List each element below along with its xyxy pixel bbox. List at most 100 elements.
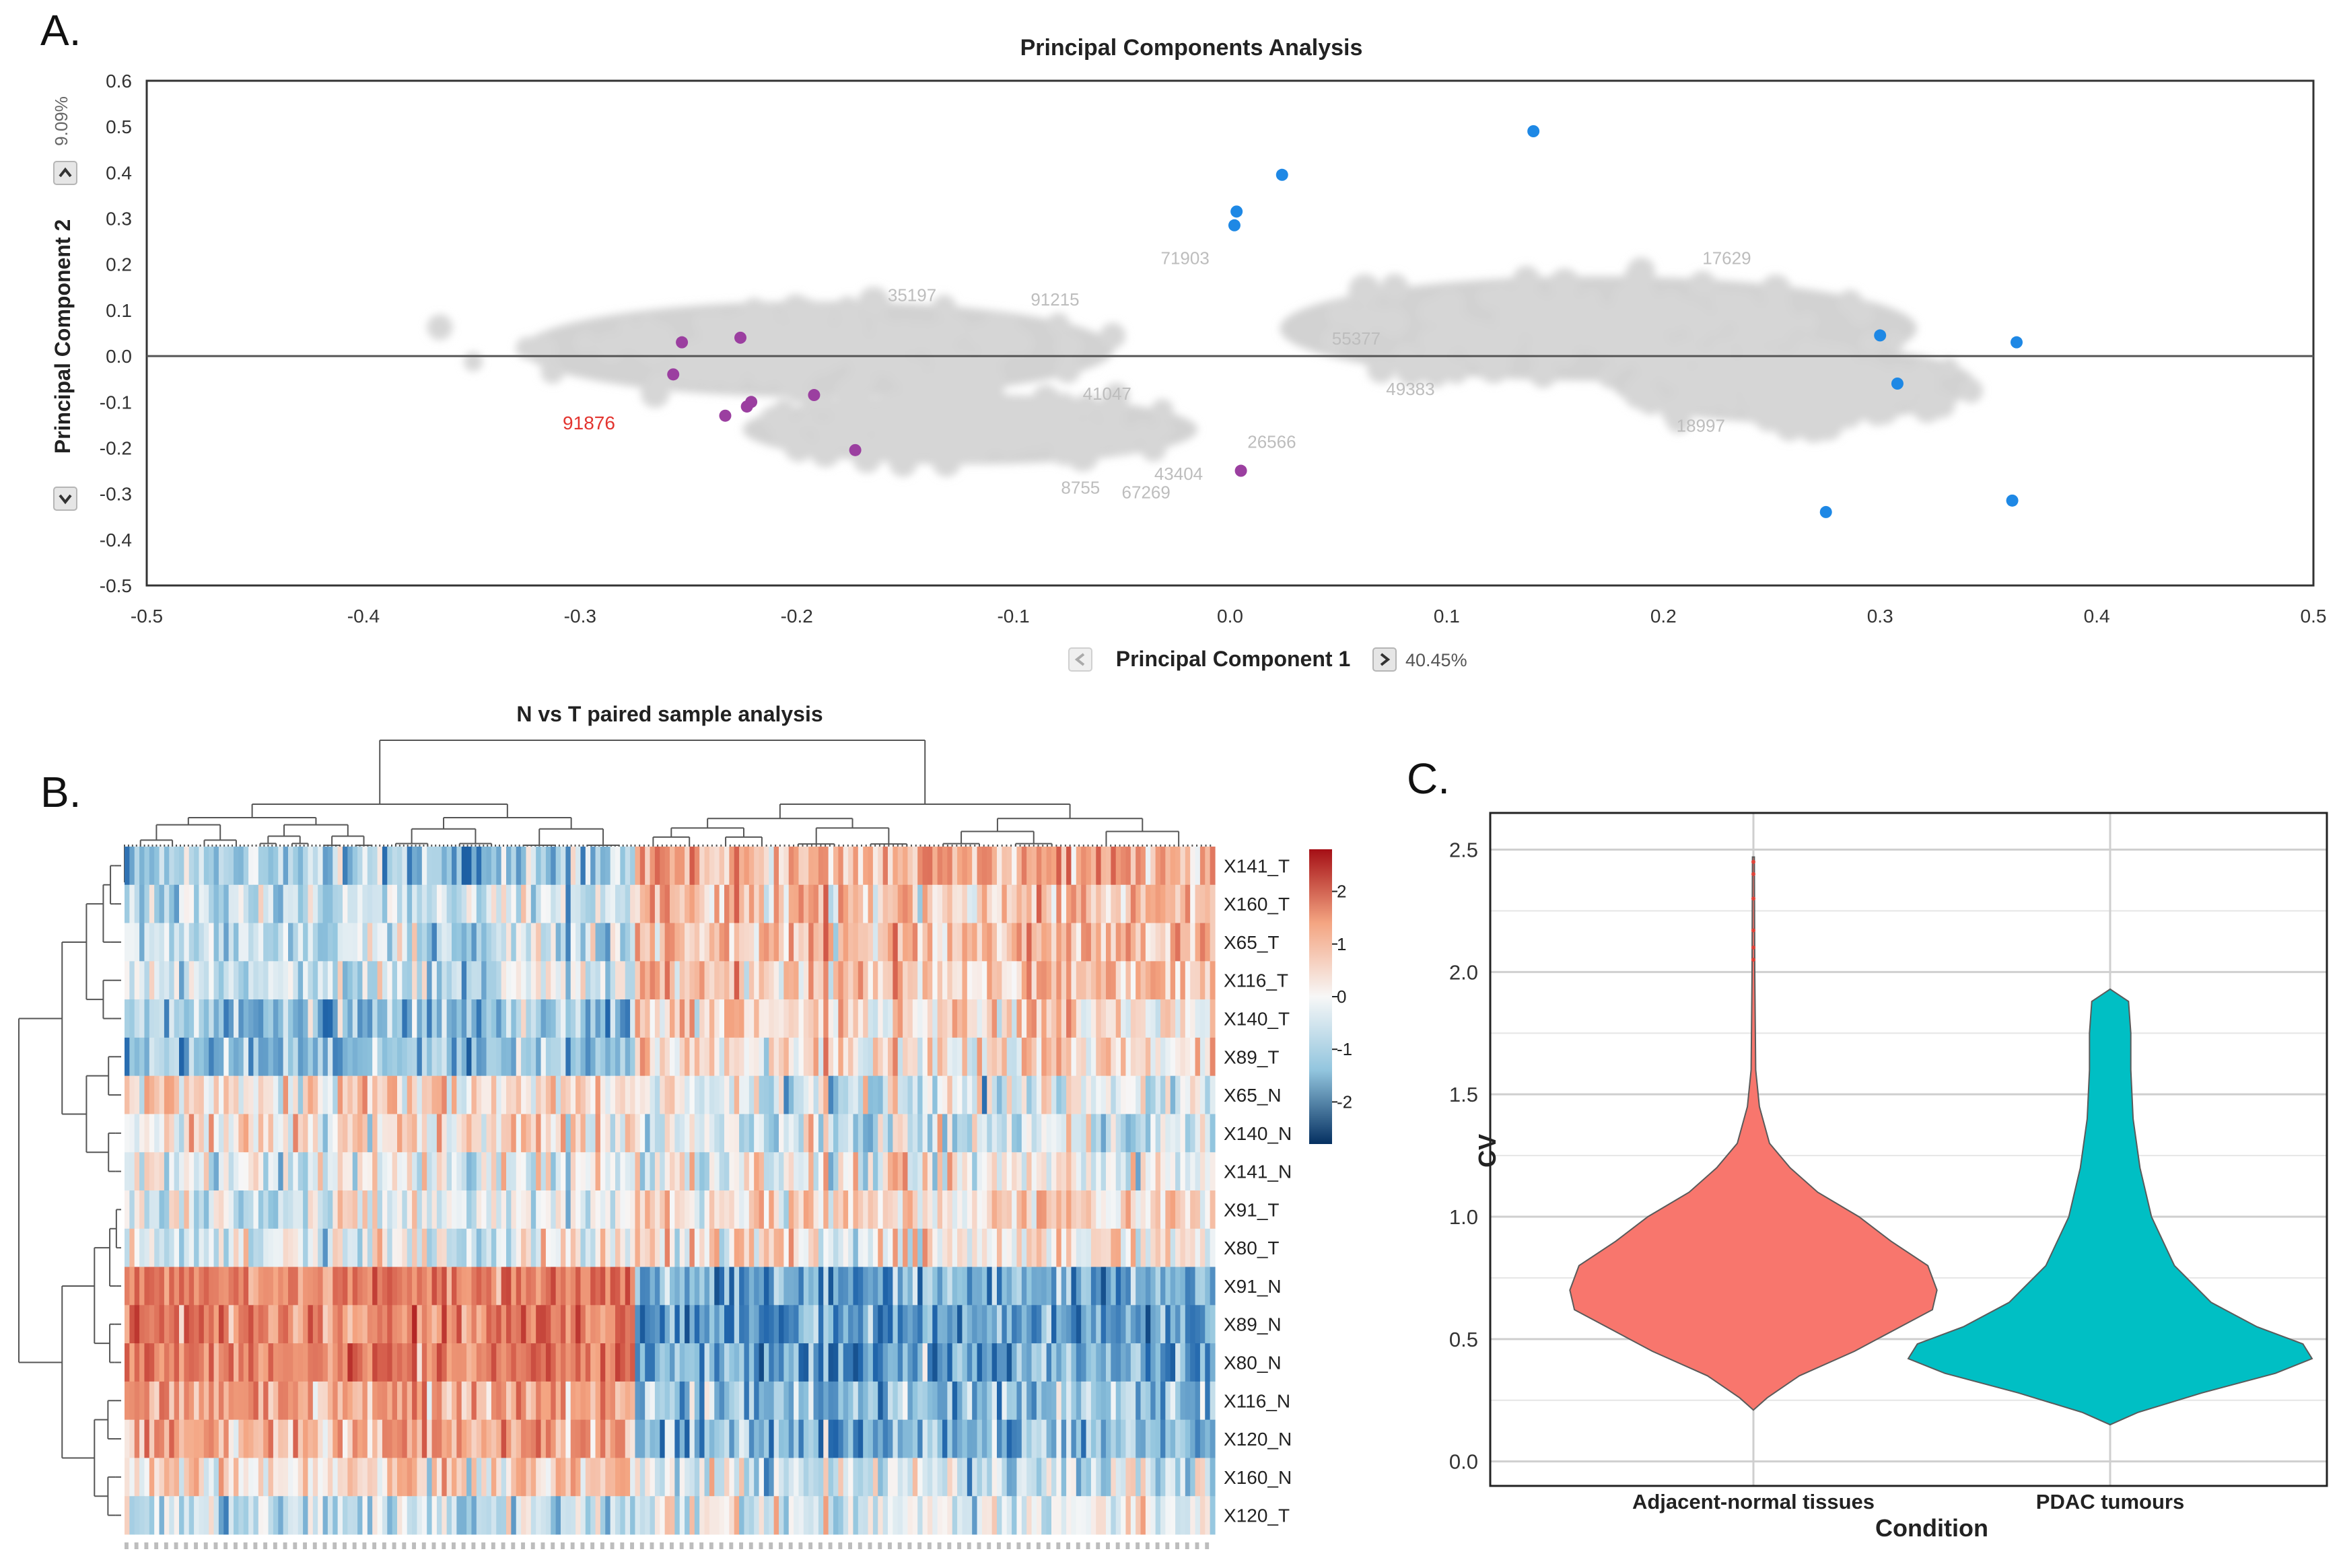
- heatmap-cell: [630, 1114, 636, 1153]
- heatmap-cell: [248, 999, 254, 1038]
- heatmap-cell: [1205, 1190, 1211, 1230]
- heatmap-cell: [203, 1381, 209, 1421]
- heatmap-cell: [788, 961, 794, 1000]
- heatmap-cell: [387, 1037, 393, 1077]
- heatmap-cell: [620, 961, 626, 1000]
- heatmap-cell: [278, 961, 284, 1000]
- heatmap-cell: [803, 1152, 809, 1191]
- heatmap-cell: [759, 884, 765, 923]
- heatmap-cell: [486, 1228, 492, 1267]
- heatmap-cell: [372, 1267, 378, 1306]
- heatmap-cell: [997, 1075, 1002, 1114]
- heatmap-cell: [734, 1037, 740, 1077]
- heatmap-cell: [203, 1190, 209, 1230]
- heatmap-cell: [699, 884, 705, 923]
- heatmap-cell: [164, 1037, 170, 1077]
- heatmap-cell: [947, 1228, 953, 1267]
- pca-y-down-button[interactable]: [53, 487, 77, 511]
- heatmap-cell: [1006, 1190, 1012, 1230]
- heatmap-cell: [893, 1075, 899, 1114]
- heatmap-cell: [897, 961, 903, 1000]
- heatmap-cell: [917, 1152, 923, 1191]
- heatmap-cell: [234, 923, 239, 962]
- heatmap-cell: [912, 923, 918, 962]
- heatmap-cell: [436, 884, 442, 923]
- heatmap-cell: [1051, 1190, 1057, 1230]
- heatmap-cell: [273, 847, 279, 886]
- heatmap-cell: [486, 1190, 492, 1230]
- heatmap-cell: [1066, 884, 1072, 923]
- heatmap-cell: [427, 999, 433, 1038]
- heatmap-cell: [853, 1152, 859, 1191]
- heatmap-cell: [748, 1152, 755, 1191]
- heatmap-cell: [278, 1037, 284, 1077]
- heatmap-cell: [689, 1075, 695, 1114]
- heatmap-cell: [1121, 1037, 1127, 1077]
- heatmap-cell: [1051, 884, 1057, 923]
- heatmap-cell: [446, 961, 452, 1000]
- heatmap-cell: [1066, 961, 1072, 1000]
- heatmap-cell: [1136, 961, 1142, 1000]
- heatmap-cell: [1111, 1228, 1117, 1267]
- heatmap-cell: [590, 1228, 596, 1267]
- pca-background-point: [932, 295, 956, 318]
- heatmap-cell: [540, 1037, 547, 1077]
- heatmap-cell: [754, 923, 760, 962]
- heatmap-cell: [848, 1190, 854, 1230]
- heatmap-cell: [903, 1152, 909, 1191]
- heatmap-cell: [1081, 1114, 1087, 1153]
- heatmap-cell: [1021, 1075, 1027, 1114]
- heatmap-cell: [882, 1075, 888, 1114]
- heatmap-cell: [570, 1305, 576, 1344]
- heatmap-cell: [922, 961, 928, 1000]
- heatmap-cell: [421, 1381, 427, 1421]
- heatmap-cell: [972, 1190, 978, 1230]
- heatmap-cell: [125, 1152, 130, 1191]
- heatmap-cell: [362, 1075, 368, 1114]
- pca-x-left-button[interactable]: [1068, 647, 1092, 672]
- heatmap-cell: [828, 1114, 834, 1153]
- heatmap-cell: [759, 847, 765, 886]
- heatmap-cell: [788, 884, 794, 923]
- heatmap-cell: [516, 1075, 522, 1114]
- heatmap-cell: [719, 1114, 725, 1153]
- heatmap-cell: [1066, 1152, 1072, 1191]
- heatmap-cell: [635, 1305, 641, 1344]
- heatmap-cell: [575, 1152, 582, 1191]
- heatmap-cell: [521, 923, 527, 962]
- heatmap-cell: [699, 961, 705, 1000]
- pca-y-up-button[interactable]: [53, 161, 77, 185]
- heatmap-cell: [228, 1152, 234, 1191]
- heatmap-cell: [932, 1075, 938, 1114]
- heatmap-cell: [347, 961, 353, 1000]
- heatmap-cell: [446, 1152, 452, 1191]
- heatmap-cell: [1136, 1190, 1142, 1230]
- heatmap-cell: [972, 1037, 978, 1077]
- heatmap-cell: [496, 1381, 502, 1421]
- heatmap-cell: [1155, 1228, 1161, 1267]
- heatmap-cell: [476, 1381, 482, 1421]
- heatmap-cell: [446, 999, 452, 1038]
- heatmap-cell: [679, 1267, 685, 1306]
- pca-x-right-button[interactable]: [1372, 647, 1397, 672]
- heatmap-cell: [689, 1190, 695, 1230]
- heatmap-cell: [714, 923, 720, 962]
- heatmap-cell: [184, 1305, 190, 1344]
- pca-point-n: [740, 400, 753, 413]
- heatmap-cell: [268, 1343, 274, 1382]
- heatmap-cell: [893, 1114, 899, 1153]
- heatmap-cell: [907, 884, 913, 923]
- heatmap-cell: [446, 1190, 452, 1230]
- heatmap-cell: [461, 999, 467, 1038]
- heatmap-cell: [308, 1114, 314, 1153]
- pca-background-point: [723, 311, 755, 344]
- heatmap-cell: [387, 1267, 393, 1306]
- heatmap-cell: [917, 923, 923, 962]
- panel-label-a: A.: [40, 6, 81, 55]
- heatmap-cell: [1012, 999, 1018, 1038]
- heatmap-cell: [754, 1381, 760, 1421]
- heatmap-cell: [863, 961, 869, 1000]
- heatmap-cell: [872, 1075, 878, 1114]
- heatmap-cell: [947, 961, 953, 1000]
- heatmap-cell: [942, 1228, 948, 1267]
